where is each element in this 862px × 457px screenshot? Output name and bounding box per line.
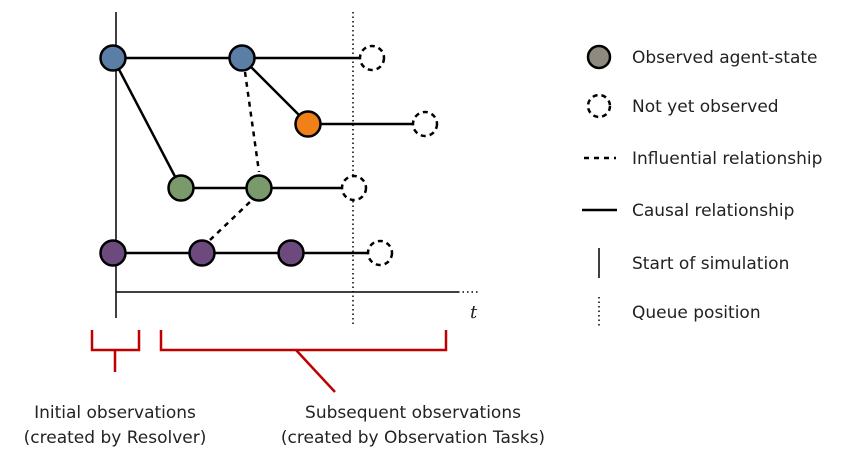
x-axis-label: t: [470, 302, 478, 323]
initial-caption-line2: (created by Resolver): [24, 428, 207, 448]
causal-link-blue-to-green: [111, 57, 183, 189]
node-blue-subsequent: [228, 44, 256, 72]
influential-link-purple-to-green: [209, 199, 253, 241]
legend-observed-icon: [586, 44, 612, 70]
subsequent-observations-bracket: [159, 330, 448, 393]
pending-node-green: [340, 174, 368, 202]
legend-not-observed-label: Not yet observed: [632, 97, 779, 117]
influential-link-blue-to-green: [243, 71, 261, 173]
node-purple-3: [277, 239, 305, 267]
pending-node-blue: [358, 44, 386, 72]
node-blue-initial: [99, 44, 127, 72]
initial-observations-bracket: [90, 330, 141, 372]
legend: Observed agent-state Not yet observed In…: [582, 44, 822, 328]
node-purple-2: [188, 239, 216, 267]
pending-node-orange: [411, 110, 439, 138]
causal-link-blue-to-orange: [241, 57, 309, 125]
legend-influential-label: Influential relationship: [632, 149, 822, 169]
legend-queue-label: Queue position: [632, 303, 761, 323]
pending-node-purple: [366, 239, 394, 267]
subsequent-caption-line1: Subsequent observations: [305, 403, 521, 423]
legend-causal-label: Causal relationship: [632, 201, 794, 221]
node-orange: [294, 110, 322, 138]
legend-start-label: Start of simulation: [632, 254, 789, 274]
legend-not-observed-icon: [586, 93, 612, 119]
subsequent-caption-line2: (created by Observation Tasks): [281, 428, 545, 448]
initial-caption-line1: Initial observations: [34, 403, 196, 423]
legend-observed-label: Observed agent-state: [632, 48, 818, 68]
node-green-2: [245, 174, 273, 202]
node-purple-initial: [99, 239, 127, 267]
node-green-1: [167, 174, 195, 202]
